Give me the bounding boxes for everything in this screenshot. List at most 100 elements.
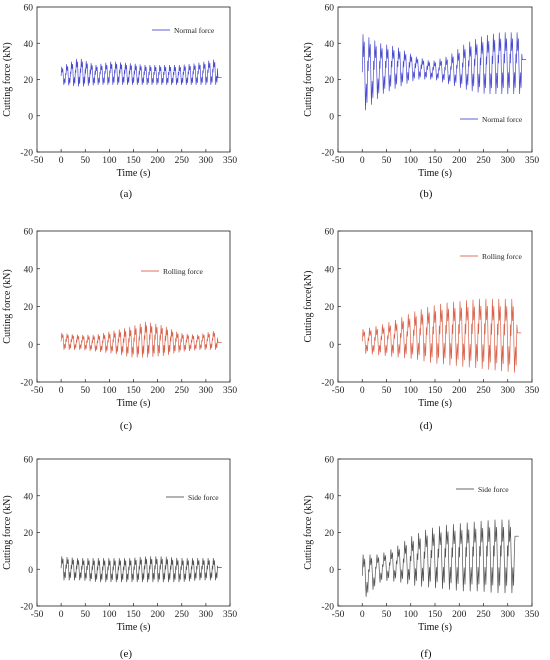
y-tick-label: 20: [24, 76, 34, 86]
x-tick-label: 250: [175, 156, 190, 166]
x-axis-label: Time (s): [117, 398, 151, 409]
legend-label: Side force: [478, 485, 509, 494]
y-tick-label: 60: [325, 456, 335, 466]
panel-label: (f): [421, 648, 432, 660]
x-axis-label: Time (s): [117, 622, 151, 633]
x-tick-label: 150: [428, 610, 443, 620]
y-tick-label: 0: [28, 341, 33, 351]
y-tick-label: -20: [321, 149, 334, 159]
x-tick-label: 300: [501, 156, 516, 166]
x-tick-label: 200: [452, 610, 467, 620]
x-tick-label: -50: [31, 610, 44, 620]
x-tick-label: 150: [126, 386, 141, 396]
x-tick-label: 350: [525, 386, 540, 396]
y-tick-label: 60: [24, 4, 34, 14]
x-tick-label: 250: [476, 610, 491, 620]
y-tick-label: -20: [20, 379, 33, 389]
x-tick-label: 100: [102, 156, 117, 166]
x-tick-label: -50: [31, 386, 44, 396]
y-tick-label: 0: [28, 112, 33, 122]
series-line-c: [60, 321, 222, 358]
y-tick-label: 40: [24, 40, 34, 50]
x-axis-label: Time (s): [418, 398, 452, 409]
panel-label: (d): [420, 420, 433, 432]
x-tick-label: 350: [223, 386, 238, 396]
legend-label: Normal force: [174, 26, 215, 35]
y-tick-label: 20: [325, 529, 335, 539]
y-tick-label: 60: [24, 228, 34, 238]
x-tick-label: 50: [81, 156, 91, 166]
y-tick-label: 60: [24, 456, 34, 466]
panel-label: (e): [120, 648, 133, 660]
x-axis-label: Time (s): [117, 168, 151, 179]
chart-panel-b: -50 0 50 100 150 200 250 300 350 -20 0 20 40 60 Time (…: [303, 4, 539, 201]
series-line-d: [361, 298, 522, 373]
y-tick-label: 0: [329, 112, 334, 122]
x-tick-label: -50: [31, 156, 44, 166]
y-axis-label: Cutting force (kN): [303, 495, 314, 569]
series-line-b: [361, 32, 527, 111]
legend-label: Rolling force: [163, 267, 203, 276]
y-axis-label: Cutting force (kN): [2, 495, 13, 569]
x-tick-label: 250: [175, 386, 190, 396]
x-tick-label: 200: [151, 610, 166, 620]
chart-panel-c: -50 0 50 100 150 200 250 300 350 -20 0 20 40 60 Time (…: [2, 228, 237, 433]
x-tick-label: 150: [428, 386, 443, 396]
panel-label: (a): [120, 188, 133, 200]
x-tick-label: 350: [223, 610, 238, 620]
y-tick-label: -20: [321, 379, 334, 389]
x-tick-label: -50: [332, 156, 345, 166]
y-tick-label: -20: [321, 603, 334, 613]
x-tick-label: 250: [476, 386, 491, 396]
x-tick-label: 50: [382, 156, 392, 166]
x-tick-label: 50: [382, 386, 392, 396]
x-tick-label: 200: [151, 156, 166, 166]
y-tick-label: 20: [325, 76, 335, 86]
x-tick-label: 300: [501, 610, 516, 620]
y-axis-label: Cutting force(kN): [303, 271, 314, 343]
chart-panel-d: -50 0 50 100 150 200 250 300 350 -20 0 20 40 60 Time (…: [303, 228, 539, 433]
x-axis-label: Time (s): [418, 622, 452, 633]
x-tick-label: 200: [151, 386, 166, 396]
x-tick-label: 350: [223, 156, 238, 166]
y-tick-label: -20: [20, 603, 33, 613]
y-axis-label: Cutting force (kN): [303, 42, 314, 116]
panel-label: (b): [420, 188, 433, 200]
y-tick-label: 40: [24, 265, 34, 275]
legend-label: Rolling force: [482, 252, 522, 261]
panel-label: (c): [120, 420, 133, 432]
x-tick-label: 100: [404, 610, 419, 620]
y-tick-label: 0: [28, 566, 33, 576]
chart-panel-e: -50 0 50 100 150 200 250 300 350 -20 0 20 40 60 Time (…: [2, 456, 237, 660]
x-tick-label: 150: [126, 610, 141, 620]
x-tick-label: 0: [59, 386, 64, 396]
x-tick-label: 100: [102, 386, 117, 396]
x-tick-label: 50: [81, 610, 91, 620]
y-tick-label: 0: [329, 341, 334, 351]
x-tick-label: 300: [199, 156, 214, 166]
x-tick-label: 200: [452, 386, 467, 396]
x-tick-label: 0: [59, 610, 64, 620]
y-tick-label: 20: [24, 529, 34, 539]
y-tick-label: 0: [329, 566, 334, 576]
y-tick-label: 60: [325, 228, 335, 238]
y-tick-label: 40: [24, 492, 34, 502]
plot-frame: [36, 458, 231, 607]
x-axis-label: Time (s): [418, 168, 452, 179]
y-tick-label: 60: [325, 4, 335, 14]
series-line-a: [60, 58, 222, 87]
x-tick-label: 50: [81, 386, 91, 396]
x-tick-label: -50: [332, 386, 345, 396]
y-tick-label: 20: [325, 303, 335, 313]
y-tick-label: 40: [325, 40, 335, 50]
x-tick-label: 0: [360, 610, 365, 620]
x-tick-label: 250: [476, 156, 491, 166]
x-tick-label: 50: [382, 610, 392, 620]
x-tick-label: 0: [360, 156, 365, 166]
x-tick-label: 100: [404, 156, 419, 166]
legend-label: Side force: [188, 493, 219, 502]
series-line-e: [60, 556, 222, 583]
x-tick-label: 350: [525, 610, 540, 620]
x-tick-label: 350: [525, 156, 540, 166]
x-tick-label: 100: [102, 610, 117, 620]
